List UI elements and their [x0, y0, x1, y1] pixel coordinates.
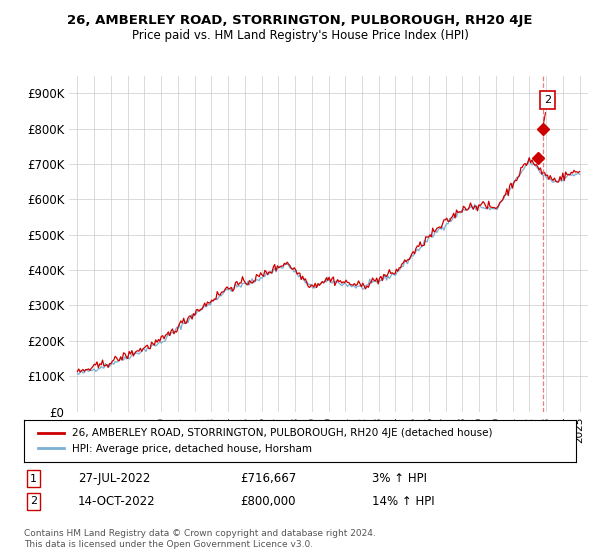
Text: 26, AMBERLEY ROAD, STORRINGTON, PULBOROUGH, RH20 4JE: 26, AMBERLEY ROAD, STORRINGTON, PULBOROU…: [67, 14, 533, 27]
Legend: 26, AMBERLEY ROAD, STORRINGTON, PULBOROUGH, RH20 4JE (detached house), HPI: Aver: 26, AMBERLEY ROAD, STORRINGTON, PULBOROU…: [35, 425, 496, 457]
Text: 2: 2: [543, 95, 551, 126]
Text: £800,000: £800,000: [240, 494, 296, 508]
Text: 14% ↑ HPI: 14% ↑ HPI: [372, 494, 434, 508]
Text: Price paid vs. HM Land Registry's House Price Index (HPI): Price paid vs. HM Land Registry's House …: [131, 29, 469, 42]
Text: £716,667: £716,667: [240, 472, 296, 486]
Text: 27-JUL-2022: 27-JUL-2022: [78, 472, 151, 486]
Text: 2: 2: [30, 496, 37, 506]
Text: 14-OCT-2022: 14-OCT-2022: [78, 494, 155, 508]
Text: Contains HM Land Registry data © Crown copyright and database right 2024.
This d: Contains HM Land Registry data © Crown c…: [24, 529, 376, 549]
Text: 1: 1: [30, 474, 37, 484]
Text: 3% ↑ HPI: 3% ↑ HPI: [372, 472, 427, 486]
